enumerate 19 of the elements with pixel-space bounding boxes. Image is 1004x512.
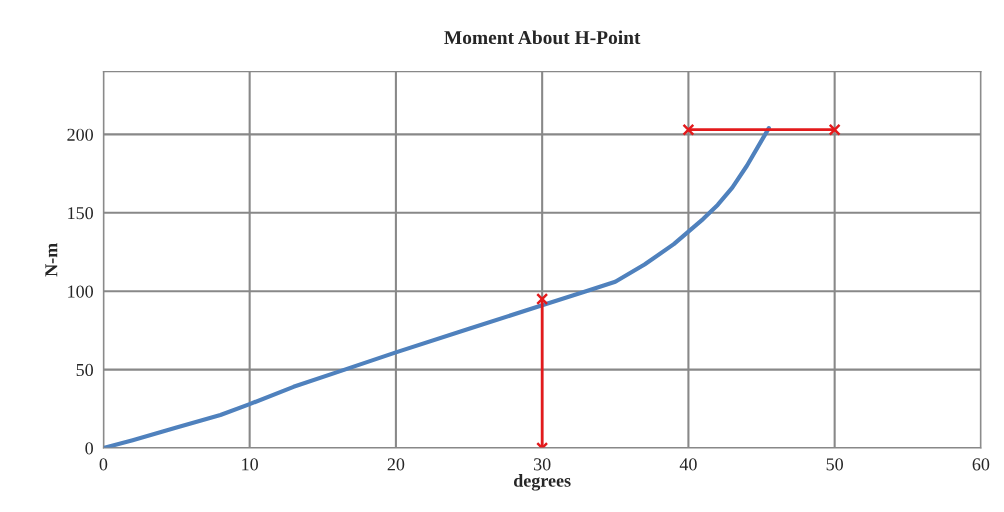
x-tick-label: 50 [826,458,843,471]
x-tick-label: 40 [679,458,697,471]
point [828,123,841,136]
x-tick-label: 30 [534,458,551,471]
x-axis-title: degrees [513,474,571,491]
y-tick-label: 200 [67,128,93,141]
x-tick-label: 0 [99,458,108,471]
y-axis-title: N-m [45,243,58,277]
y-tick-label: 0 [85,442,93,455]
chart-title: Moment About H-Point [444,30,641,45]
y-tick-label: 150 [68,207,93,220]
line-series [103,126,771,448]
x-tick-label: 20 [387,458,405,471]
point [536,292,549,306]
y-tick-label: 100 [68,285,93,298]
x-tick-label: 60 [972,458,990,471]
x-tick-label: 10 [242,458,258,471]
point [682,123,695,136]
y-tick-label: 50 [76,363,93,377]
